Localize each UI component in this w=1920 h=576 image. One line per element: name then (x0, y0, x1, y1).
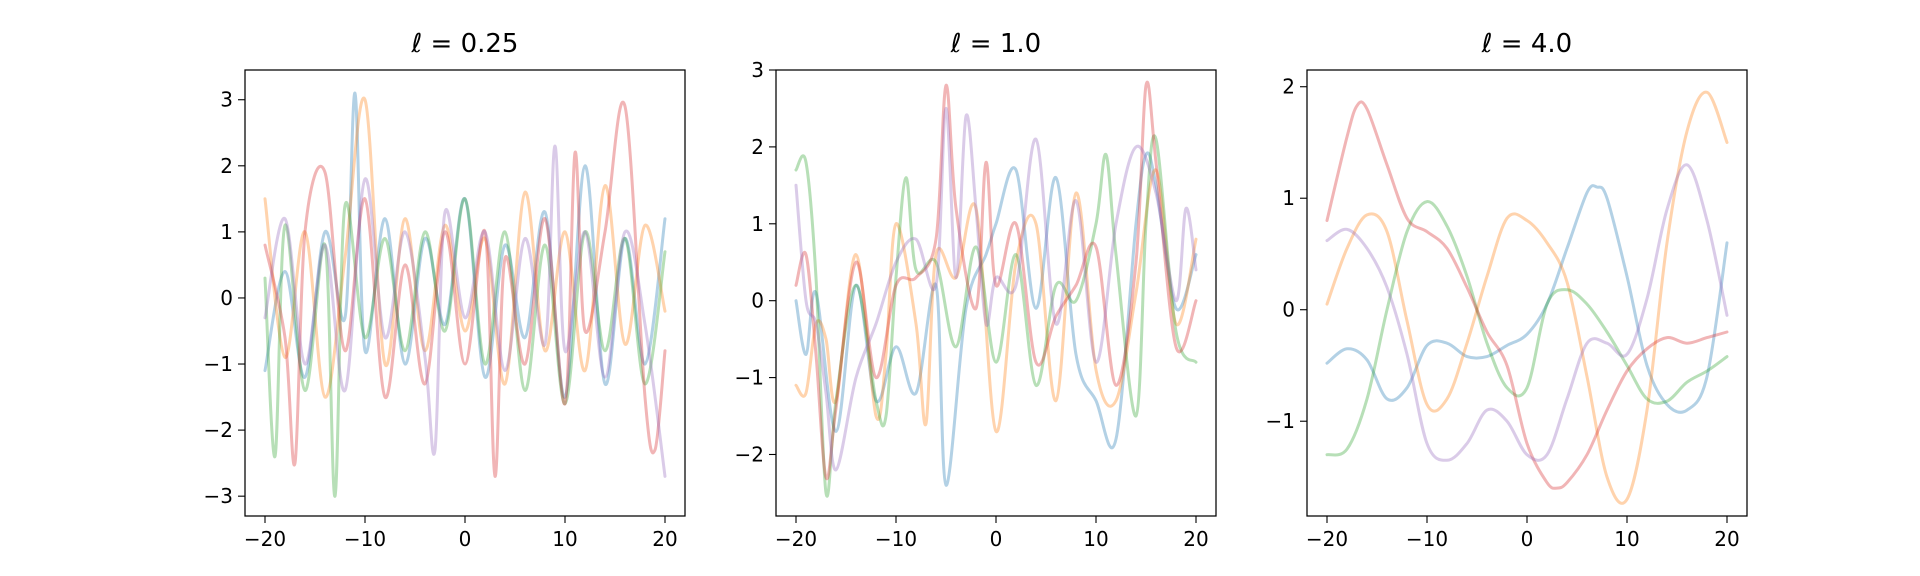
series-line-4 (263, 101, 667, 478)
series-line-1 (263, 91, 667, 399)
y-tick-label: −1 (1266, 409, 1295, 433)
x-tick-label: −20 (775, 527, 817, 551)
x-tick-label: −20 (244, 527, 286, 551)
y-tick-label: 0 (220, 286, 233, 310)
x-tick-label: 10 (1083, 527, 1108, 551)
y-tick-label: 1 (751, 212, 764, 236)
series-line-2 (794, 168, 1198, 433)
series-line-3 (1325, 200, 1729, 457)
y-tick-label: 0 (751, 289, 764, 313)
y-tick-label: −1 (735, 366, 764, 390)
x-tick-label: 20 (1714, 527, 1739, 551)
y-tick-label: 1 (1282, 186, 1295, 210)
y-tick-label: −1 (204, 352, 233, 376)
y-tick-label: 2 (220, 154, 233, 178)
x-tick-label: 0 (990, 527, 1003, 551)
x-tick-label: 10 (1614, 527, 1639, 551)
series-group (263, 91, 667, 498)
x-tick-label: 20 (1183, 527, 1208, 551)
series-line-3 (794, 134, 1198, 498)
series-line-4 (794, 80, 1198, 481)
panel-title: ℓ = 1.0 (950, 29, 1041, 59)
series-line-3 (263, 197, 667, 498)
x-tick-label: 0 (1521, 527, 1534, 551)
y-tick-label: −2 (735, 442, 764, 466)
y-tick-label: 1 (220, 220, 233, 244)
x-tick-label: −10 (875, 527, 917, 551)
series-line-5 (263, 144, 667, 478)
series-line-1 (1325, 184, 1729, 414)
x-tick-label: −10 (1406, 527, 1448, 551)
y-tick-label: −2 (204, 418, 233, 442)
x-tick-label: 20 (652, 527, 677, 551)
series-line-1 (794, 151, 1198, 487)
series-line-4 (1325, 100, 1729, 490)
panel-title: ℓ = 0.25 (411, 29, 519, 59)
series-line-2 (263, 96, 667, 399)
y-tick-label: 2 (751, 135, 764, 159)
y-tick-label: 0 (1282, 298, 1295, 322)
panel-title: ℓ = 4.0 (1481, 29, 1572, 59)
series-group (1325, 90, 1729, 505)
y-tick-label: 2 (1282, 75, 1295, 99)
y-tick-label: 3 (751, 58, 764, 82)
series-line-5 (1325, 163, 1729, 462)
x-tick-label: −20 (1306, 527, 1348, 551)
y-tick-label: 3 (220, 88, 233, 112)
x-tick-label: 0 (459, 527, 472, 551)
series-line-5 (794, 106, 1198, 472)
series-line-2 (1325, 90, 1729, 505)
series-group (794, 80, 1198, 498)
x-tick-label: 10 (552, 527, 577, 551)
y-tick-label: −3 (204, 484, 233, 508)
x-tick-label: −10 (344, 527, 386, 551)
